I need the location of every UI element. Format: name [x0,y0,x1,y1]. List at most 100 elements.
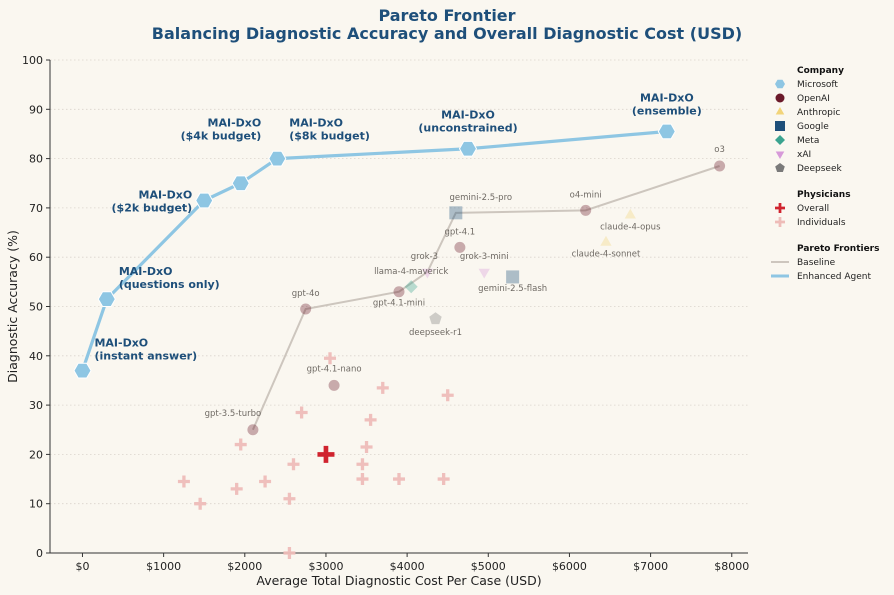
legend-marker [775,203,785,213]
enhanced-agent-label: MAI-DxO (instant answer) [94,337,197,363]
x-tick-label: $3000 [308,560,343,573]
model-marker [328,379,340,391]
y-tick-label: 40 [29,350,43,363]
legend-item-label: Baseline [797,258,836,268]
model-label: grok-3-mini [460,252,509,262]
y-tick-label: 0 [36,547,43,560]
point-labels: gpt-3.5-turbo gpt-4o gpt-4.1-nano gpt-4.1-m… [94,91,724,418]
enhanced-agent-marker [73,362,92,379]
legend-marker [775,135,785,145]
model-label: o4-mini [570,190,602,200]
enhanced-agent-label-line: MAI-DxO [289,117,343,130]
legend-marker [775,121,785,131]
data-points [73,123,726,559]
enhanced-agent-label: MAI-DxO ($2k budget) [112,189,193,215]
model-label: gpt-4.1-nano [307,364,362,374]
legend-title-frontiers: Pareto Frontiers [797,244,879,254]
model-marker [506,270,520,284]
enhanced-agent-marker [97,291,116,307]
model-marker [580,204,592,216]
model-label: gpt-4o [292,289,320,299]
physician-individual-marker [259,475,272,488]
physician-individual-marker [376,381,389,394]
y-tick-label: 20 [29,448,43,461]
y-tick-label: 30 [29,399,43,412]
model-label: o3 [714,145,725,155]
physician-individual-marker [230,482,243,495]
enhanced-agent-marker [231,175,250,192]
legend-item-label: Enhanced Agent [797,272,871,282]
axes: 0 10 20 30 40 50 60 70 80 90 100 $0 $1000 $2000 $3000 $… [5,54,749,588]
enhanced-agent-label-line: ($4k budget) [181,130,262,143]
legend: Company Microsoft OpenAI Anthropic Google Met… [771,66,879,282]
enhanced-agent-label-line: (ensemble) [632,104,702,117]
model-marker [449,206,463,220]
model-marker [624,208,636,219]
x-axis-label: Average Total Diagnostic Cost Per Case (… [256,573,541,588]
model-marker [429,312,442,325]
physician-individual-marker [356,458,369,471]
physician-individual-marker [364,413,377,426]
legend-item-label: OpenAI [797,94,830,104]
model-label: deepseek-r1 [409,328,462,338]
chart-title: Pareto Frontier [378,6,516,25]
enhanced-agent-marker [268,150,287,167]
physician-individual-marker [283,547,296,559]
model-marker [714,160,726,172]
legend-marker [775,217,785,227]
legend-title-physicians: Physicians [797,190,851,200]
x-tick-label: $8000 [714,560,749,573]
model-label: grok-3 [411,252,438,262]
legend-marker [775,163,785,172]
y-axis-label: Diagnostic Accuracy (%) [5,230,20,383]
enhanced-agent-label-line: MAI-DxO [640,91,694,104]
y-tick-label: 50 [29,301,43,314]
physician-individual-marker [356,473,369,486]
model-marker [600,235,612,246]
enhanced-agent-label: MAI-DxO (unconstrained) [418,109,517,135]
x-tick-label: $1000 [146,560,181,573]
physician-overall-marker [317,445,335,463]
model-label: claude-4-opus [600,222,661,232]
physician-individual-marker [324,352,337,365]
enhanced-agent-label-line: (instant answer) [94,350,197,363]
model-marker [454,241,466,253]
chart-subtitle: Balancing Diagnostic Accuracy and Overal… [151,24,743,43]
physician-individual-marker [287,458,300,471]
legend-item-label: Google [797,122,829,132]
legend-item-label: xAI [797,150,811,160]
model-marker [404,280,418,294]
legend-marker [775,107,785,115]
x-tick-label: $0 [75,560,89,573]
physician-individual-marker [437,473,450,486]
baseline-frontier-line [251,165,720,431]
model-label: gemini-2.5-flash [478,284,547,294]
model-label: claude-4-sonnet [572,249,641,259]
enhanced-agent-label-line: MAI-DxO [139,189,193,202]
model-label: llama-4-maverick [374,267,448,277]
legend-item-label: Deepseek [797,164,842,174]
y-tick-label: 100 [22,54,43,67]
model-label: gpt-4.1-mini [373,299,425,309]
enhanced-agent-label-line: (unconstrained) [418,122,517,135]
enhanced-agent-label-line: ($2k budget) [112,202,193,215]
physician-individual-marker [295,406,308,419]
y-tick-label: 90 [29,103,43,116]
enhanced-agent-label-line: MAI-DxO [94,337,148,350]
x-tick-label: $6000 [552,560,587,573]
legend-marker [775,151,785,159]
y-tick-label: 80 [29,153,43,166]
legend-marker [775,79,785,89]
y-tick-label: 10 [29,498,43,511]
physician-individual-marker [194,497,207,510]
y-tick-label: 70 [29,202,43,215]
model-marker [300,303,312,315]
enhanced-agent-label-line: (questions only) [119,278,220,291]
model-marker [393,286,405,298]
x-tick-label: $4000 [390,560,425,573]
physician-individual-marker [283,492,296,505]
enhanced-agent-marker [657,123,676,140]
legend-marker [775,93,785,103]
legend-item-label: Individuals [797,218,846,228]
legend-item-label: Overall [797,204,829,214]
